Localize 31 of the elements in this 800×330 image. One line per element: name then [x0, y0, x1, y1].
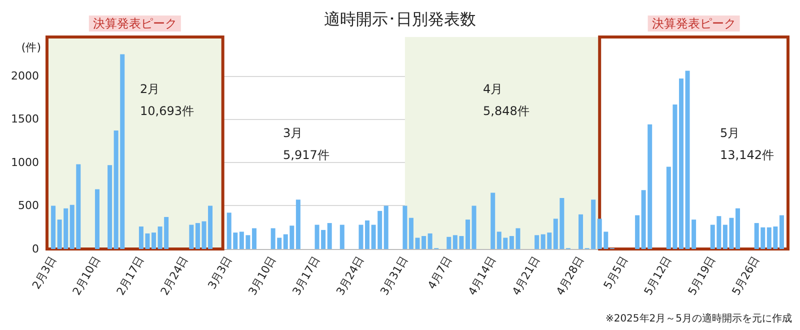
- annotation: 4月 5,848件: [483, 82, 530, 118]
- text: ※2025年2月～5月の適時開示を元に作成: [605, 312, 792, 324]
- chart-title: 適時開示･日別発表数: [324, 10, 476, 28]
- x-tick-label: 4月14日: [466, 254, 498, 298]
- y-tick-label: 1000: [11, 156, 39, 169]
- x-tick-label: 4月21日: [510, 254, 542, 298]
- x-tick-label: 3月3日: [205, 254, 235, 292]
- annotation: 5月 13,142件: [720, 126, 774, 162]
- y-tick-label: 0: [32, 242, 39, 256]
- x-tick-label: 2月24日: [158, 254, 191, 298]
- x-tick-label: 5月12日: [642, 254, 674, 298]
- x-tick-label: 4月7日: [425, 254, 455, 292]
- x-tick-label: 2月3日: [30, 254, 59, 292]
- x-tick-label: 4月28日: [554, 254, 586, 298]
- x-tick-label: 5月19日: [686, 254, 718, 298]
- x-tick-label: 3月10日: [246, 254, 279, 298]
- y-tick-label: 500: [18, 199, 39, 212]
- band-label: 決算発表ピーク: [92, 16, 177, 30]
- x-tick-label: 3月17日: [290, 254, 323, 298]
- y-tick-label: 2000: [11, 69, 39, 82]
- y-tick-label: 1500: [11, 112, 39, 126]
- x-tick-label: 2月10日: [70, 254, 103, 298]
- x-tick-label: 3月24日: [334, 254, 367, 298]
- y-axis-title: (件): [21, 41, 41, 54]
- annotation: 2月 10,693件: [140, 82, 194, 118]
- band-label: 決算発表ピーク: [652, 16, 736, 30]
- annotation: 3月 5,917件: [283, 126, 330, 162]
- x-tick-label: 3月31日: [378, 254, 411, 298]
- x-tick-label: 2月17日: [114, 254, 147, 298]
- x-tick-label: 5月5日: [601, 254, 630, 292]
- x-tick-label: 5月26日: [729, 254, 762, 298]
